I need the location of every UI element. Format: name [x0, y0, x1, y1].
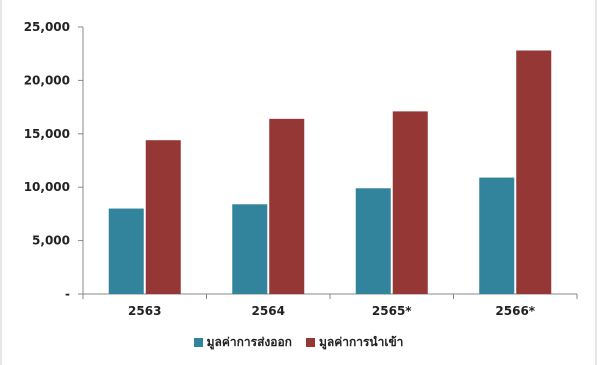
- legend: มูลค่าการส่งออก มูลค่าการนำเข้า: [0, 333, 597, 352]
- x-tick-label: 2564: [252, 304, 285, 318]
- bar-export: [479, 177, 515, 294]
- y-tick-label: 10,000: [24, 180, 70, 194]
- legend-item-export: มูลค่าการส่งออก: [193, 333, 292, 352]
- legend-label-import: มูลค่าการนำเข้า: [318, 335, 404, 349]
- y-axis: - 5,000 10,000 15,000 20,000 25,000: [24, 20, 84, 301]
- x-tick-label: 2565*: [372, 304, 412, 318]
- y-tick-label: -: [65, 287, 70, 301]
- y-tick-label: 15,000: [24, 127, 70, 141]
- x-axis: 2563 2564 2565* 2566*: [82, 293, 578, 318]
- legend-label-export: มูลค่าการส่งออก: [206, 335, 292, 349]
- y-tick-label: 20,000: [24, 73, 70, 87]
- bar-import: [145, 140, 181, 294]
- bar-import: [392, 111, 428, 294]
- bar-export: [355, 188, 391, 294]
- bar-import: [516, 50, 552, 294]
- y-tick-label: 25,000: [24, 20, 70, 34]
- x-tick-label: 2563: [128, 304, 161, 318]
- bar-export: [232, 204, 268, 294]
- bars: [108, 50, 552, 295]
- legend-swatch-export: [193, 338, 203, 347]
- y-tick-label: 5,000: [32, 234, 70, 248]
- legend-swatch-import: [305, 338, 315, 347]
- legend-item-import: มูลค่าการนำเข้า: [305, 333, 404, 352]
- x-tick-label: 2566*: [495, 304, 535, 318]
- bar-export: [108, 208, 144, 294]
- bar-import: [269, 118, 305, 295]
